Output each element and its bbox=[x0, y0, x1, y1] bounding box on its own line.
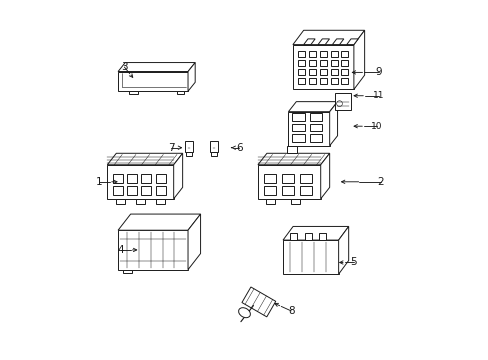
Polygon shape bbox=[136, 199, 144, 204]
Polygon shape bbox=[242, 287, 275, 317]
Polygon shape bbox=[210, 141, 218, 152]
Polygon shape bbox=[300, 186, 311, 195]
Polygon shape bbox=[118, 72, 187, 91]
Text: 5: 5 bbox=[350, 257, 356, 267]
Polygon shape bbox=[291, 134, 304, 142]
Polygon shape bbox=[210, 152, 217, 156]
Polygon shape bbox=[338, 226, 348, 274]
Polygon shape bbox=[286, 146, 297, 153]
Polygon shape bbox=[264, 174, 275, 183]
Polygon shape bbox=[185, 152, 192, 156]
Polygon shape bbox=[127, 186, 137, 195]
Polygon shape bbox=[329, 102, 337, 146]
Polygon shape bbox=[187, 214, 200, 270]
Polygon shape bbox=[300, 174, 311, 183]
Polygon shape bbox=[264, 186, 275, 195]
Text: 8: 8 bbox=[287, 306, 294, 316]
Polygon shape bbox=[291, 199, 299, 204]
Polygon shape bbox=[298, 60, 305, 66]
Polygon shape bbox=[112, 174, 122, 183]
Polygon shape bbox=[282, 186, 293, 195]
Polygon shape bbox=[334, 93, 350, 111]
Polygon shape bbox=[291, 123, 304, 131]
Polygon shape bbox=[156, 199, 164, 204]
Text: 4: 4 bbox=[117, 245, 124, 255]
Polygon shape bbox=[341, 51, 348, 57]
Polygon shape bbox=[116, 199, 124, 204]
Polygon shape bbox=[118, 63, 195, 72]
Polygon shape bbox=[288, 112, 329, 146]
Text: 6: 6 bbox=[235, 143, 242, 153]
Polygon shape bbox=[292, 30, 364, 45]
Polygon shape bbox=[319, 78, 326, 84]
Polygon shape bbox=[309, 113, 322, 121]
Polygon shape bbox=[184, 141, 192, 152]
Text: 10: 10 bbox=[371, 122, 382, 131]
Polygon shape bbox=[155, 174, 165, 183]
Polygon shape bbox=[288, 102, 337, 112]
Polygon shape bbox=[308, 51, 316, 57]
Polygon shape bbox=[341, 78, 348, 84]
Text: 1: 1 bbox=[96, 177, 102, 187]
Polygon shape bbox=[292, 45, 353, 89]
Text: 9: 9 bbox=[375, 67, 382, 77]
Polygon shape bbox=[290, 233, 297, 240]
Polygon shape bbox=[298, 78, 305, 84]
Polygon shape bbox=[309, 134, 322, 142]
Polygon shape bbox=[332, 39, 343, 45]
Polygon shape bbox=[304, 233, 311, 240]
Ellipse shape bbox=[238, 308, 250, 318]
Polygon shape bbox=[291, 113, 304, 121]
Polygon shape bbox=[173, 153, 182, 199]
Polygon shape bbox=[141, 174, 151, 183]
Polygon shape bbox=[265, 199, 274, 204]
Text: 2: 2 bbox=[377, 177, 383, 187]
Polygon shape bbox=[309, 123, 322, 131]
Polygon shape bbox=[107, 165, 173, 199]
Polygon shape bbox=[258, 165, 320, 199]
Polygon shape bbox=[346, 39, 357, 45]
Polygon shape bbox=[187, 63, 195, 91]
Polygon shape bbox=[318, 233, 325, 240]
Polygon shape bbox=[107, 153, 182, 165]
Polygon shape bbox=[319, 51, 326, 57]
Polygon shape bbox=[282, 174, 293, 183]
Polygon shape bbox=[308, 78, 316, 84]
Polygon shape bbox=[308, 69, 316, 75]
Polygon shape bbox=[319, 60, 326, 66]
Polygon shape bbox=[298, 51, 305, 57]
Polygon shape bbox=[317, 39, 329, 45]
Polygon shape bbox=[320, 153, 329, 199]
Polygon shape bbox=[283, 240, 338, 274]
Polygon shape bbox=[128, 91, 138, 94]
Polygon shape bbox=[283, 226, 348, 240]
Text: 11: 11 bbox=[372, 91, 384, 100]
Polygon shape bbox=[330, 78, 337, 84]
Polygon shape bbox=[319, 69, 326, 75]
Polygon shape bbox=[123, 270, 132, 273]
Polygon shape bbox=[330, 60, 337, 66]
Polygon shape bbox=[127, 174, 137, 183]
Polygon shape bbox=[303, 39, 314, 45]
Polygon shape bbox=[341, 60, 348, 66]
Polygon shape bbox=[118, 214, 200, 230]
Polygon shape bbox=[353, 30, 364, 89]
Polygon shape bbox=[308, 60, 316, 66]
Polygon shape bbox=[141, 186, 151, 195]
Polygon shape bbox=[155, 186, 165, 195]
Polygon shape bbox=[112, 186, 122, 195]
Polygon shape bbox=[258, 153, 329, 165]
Polygon shape bbox=[177, 91, 183, 94]
Polygon shape bbox=[298, 69, 305, 75]
Text: 3: 3 bbox=[121, 62, 127, 72]
Polygon shape bbox=[330, 69, 337, 75]
Polygon shape bbox=[330, 51, 337, 57]
Polygon shape bbox=[118, 230, 187, 270]
Text: 7: 7 bbox=[167, 143, 174, 153]
Polygon shape bbox=[341, 69, 348, 75]
